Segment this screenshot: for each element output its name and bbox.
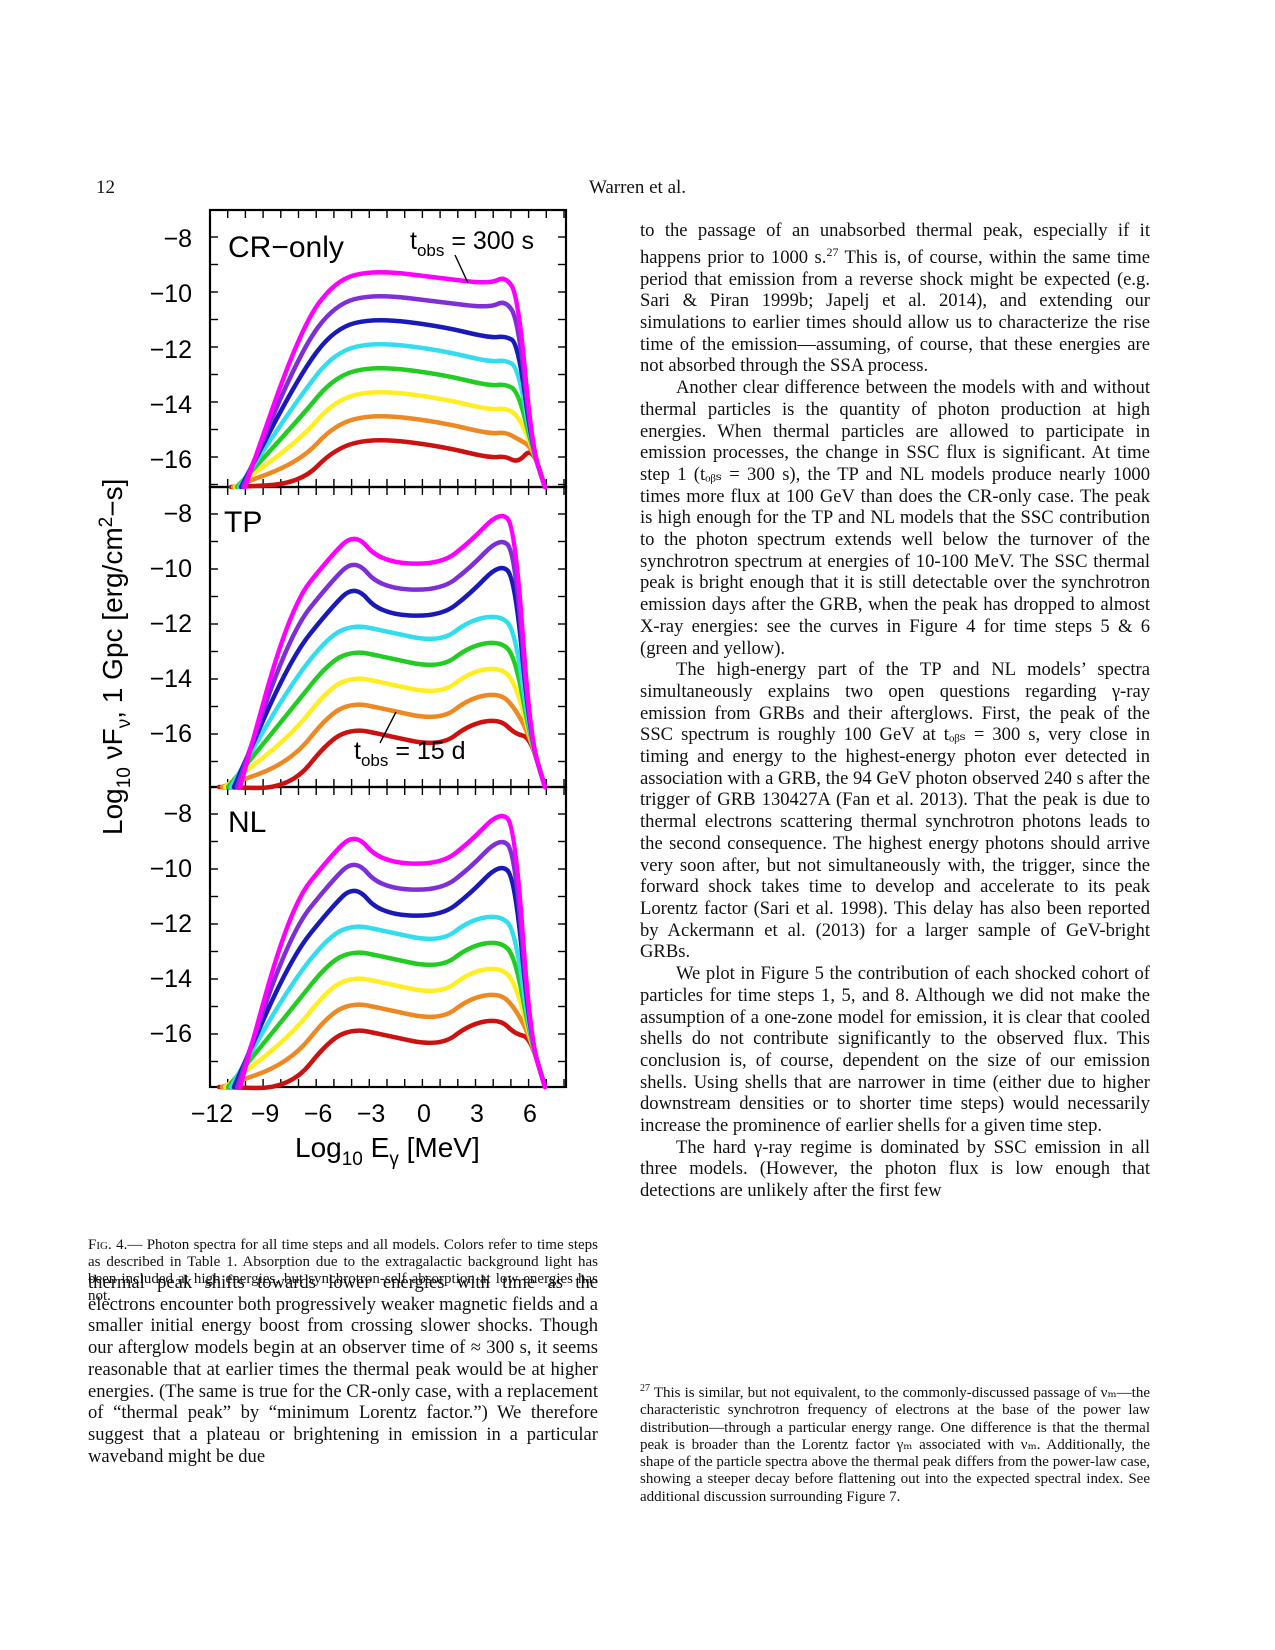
paragraph: thermal peak shifts towards lower energi…	[88, 1272, 598, 1467]
x-tick-label: 3	[470, 1100, 484, 1128]
y-tick-label: −10	[150, 555, 192, 583]
right-column-text: to the passage of an unabsorbed thermal …	[640, 220, 1150, 1202]
footnote-mark: 27	[826, 244, 839, 259]
y-tick-label: −14	[150, 391, 193, 419]
y-tick-label: −14	[150, 965, 193, 993]
y-tick-label: −10	[150, 855, 192, 883]
paragraph: We plot in Figure 5 the contribution of …	[640, 963, 1150, 1137]
curve-step-1	[242, 270, 548, 490]
y-tick-label: −12	[150, 910, 192, 938]
y-tick-label: −12	[150, 610, 192, 638]
y-tick-label: −12	[150, 336, 192, 364]
footnote-text: This is similar, but not equivalent, to …	[640, 1385, 1150, 1505]
y-tick-label: −16	[150, 446, 192, 474]
caption-label: Fig. 4.	[88, 1237, 128, 1253]
y-tick-label: −16	[150, 720, 192, 748]
x-tick-label: −12	[191, 1100, 233, 1128]
running-head: Warren et al.	[588, 177, 687, 198]
curve-step-7	[219, 692, 548, 790]
figure-caption: Fig. 4.— Photon spectra for all time ste…	[88, 1237, 598, 1305]
x-axis-title: Log10 Eγ [MeV]	[295, 1132, 480, 1170]
panel-label-cr-only: CR−only	[228, 231, 344, 264]
photon-spectra-figure: CR−only TP NL tobs = 300 s tobs = 15 d −…	[96, 208, 568, 1170]
curve-step-1	[237, 813, 548, 1090]
x-tick-label: 6	[523, 1100, 537, 1128]
left-column-text: thermal peak shifts towards lower energi…	[88, 1272, 598, 1467]
panel-label-tp: TP	[224, 506, 262, 539]
panel-label-nl: NL	[228, 806, 266, 839]
curve-step-8	[216, 1018, 548, 1091]
curve-step-8	[216, 718, 548, 791]
footnote-mark: 27	[640, 1383, 650, 1394]
page-number: 12	[96, 177, 115, 198]
x-tick-label: −3	[357, 1100, 386, 1128]
paragraph: The hard γ-ray regime is dominated by SS…	[640, 1136, 1150, 1202]
x-tick-label: −6	[304, 1100, 333, 1128]
curve-step-3	[231, 865, 548, 1090]
y-tick-label: −10	[150, 280, 192, 308]
footnote: 27 This is similar, but not equivalent, …	[640, 1380, 1150, 1506]
annotation-pointer-15d	[379, 711, 397, 744]
y-tick-label: −8	[163, 225, 192, 253]
paragraph: Another clear difference between the mod…	[640, 377, 1150, 659]
annotation-tobs-15d: tobs = 15 d	[354, 737, 466, 770]
curve-step-8	[228, 438, 548, 490]
y-axis-title: Log10 νFν, 1 Gpc [erg/cm2−s]	[96, 479, 135, 835]
curve-step-2	[234, 839, 548, 1090]
y-tick-label: −8	[163, 500, 192, 528]
paragraph: to the passage of an unabsorbed thermal …	[640, 220, 1150, 377]
paragraph: The high-energy part of the TP and NL mo…	[640, 659, 1150, 963]
y-tick-label: −8	[163, 800, 192, 828]
y-tick-label: −14	[150, 665, 193, 693]
curve-step-1	[237, 513, 548, 790]
caption-text: — Photon spectra for all time steps and …	[88, 1237, 598, 1304]
curve-step-7	[219, 992, 548, 1090]
annotation-pointer-300s	[454, 254, 469, 284]
x-tick-label: −9	[251, 1100, 280, 1128]
annotation-tobs-300s: tobs = 300 s	[410, 227, 534, 260]
y-tick-label: −16	[150, 1020, 192, 1048]
panel-nl	[208, 785, 568, 1089]
x-tick-label: 0	[417, 1100, 431, 1128]
